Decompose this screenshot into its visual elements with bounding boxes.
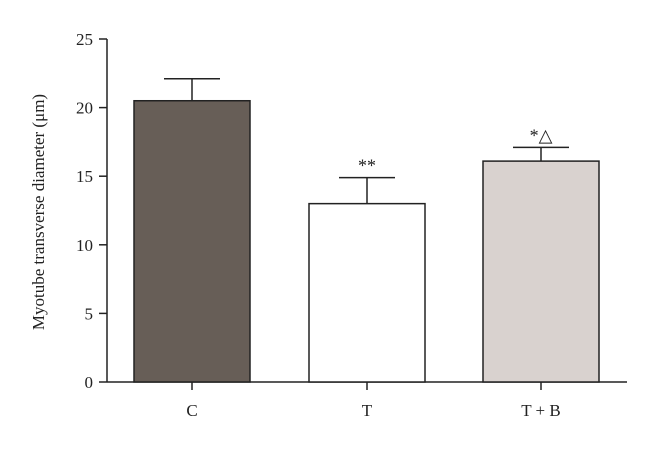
bar	[308, 202, 426, 383]
bars	[133, 99, 600, 383]
bar	[133, 99, 251, 383]
bar	[482, 160, 600, 383]
x-tick-label: T	[362, 401, 373, 420]
error-bars	[164, 78, 569, 204]
x-axis: C T T + B	[107, 381, 627, 420]
y-tick-label: 20	[76, 99, 93, 118]
y-axis-title: Myotube transverse diameter (μm)	[29, 94, 48, 330]
y-tick-label: 25	[76, 30, 93, 49]
significance-annotation: **	[358, 156, 376, 176]
y-tick-label: 0	[85, 373, 94, 392]
x-tick-label: T + B	[521, 401, 561, 420]
y-tick-label: 5	[85, 304, 94, 323]
significance-annotations: ** *△	[358, 125, 553, 175]
y-tick-label: 10	[76, 236, 93, 255]
y-axis: 0 5 10 15 20 25	[76, 30, 108, 392]
significance-annotation: *△	[530, 125, 553, 145]
x-tick-label: C	[186, 401, 197, 420]
y-tick-label: 15	[76, 167, 93, 186]
